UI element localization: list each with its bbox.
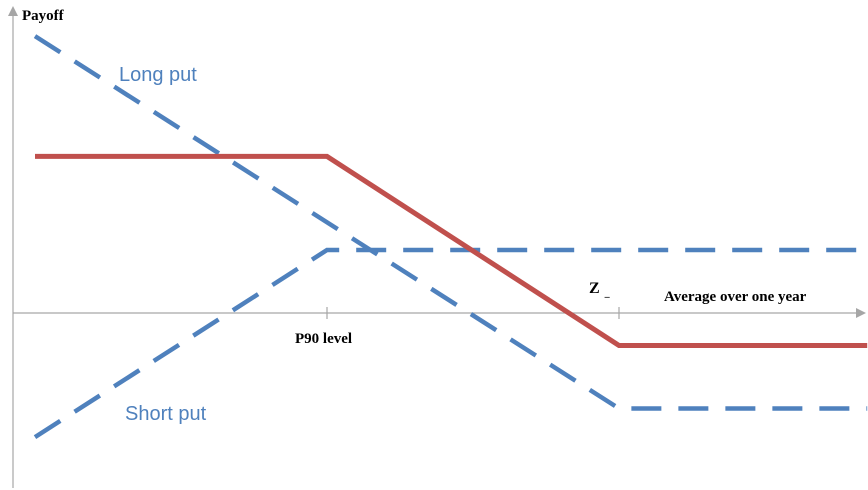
labels: Payoff Average over one year Long put Sh… xyxy=(22,8,807,425)
tick-label-p90: P90 level xyxy=(295,331,352,347)
x-axis-arrow xyxy=(856,308,866,318)
axes xyxy=(8,6,866,488)
series-label-long-put: Long put xyxy=(119,64,197,86)
tick-label-z: Z– xyxy=(589,280,611,303)
series-long-put-line xyxy=(33,34,868,411)
series-layer xyxy=(33,34,868,439)
series-short-put-line xyxy=(33,247,868,439)
tick-label-z-main: Z xyxy=(589,280,600,297)
x-axis-label: Average over one year xyxy=(664,289,807,305)
tick-label-z-subscript: – xyxy=(604,292,611,303)
y-axis-arrow xyxy=(8,6,18,16)
series-label-short-put: Short put xyxy=(125,403,207,425)
y-axis-label: Payoff xyxy=(22,8,65,24)
series-combined-payoff-line xyxy=(35,153,868,348)
